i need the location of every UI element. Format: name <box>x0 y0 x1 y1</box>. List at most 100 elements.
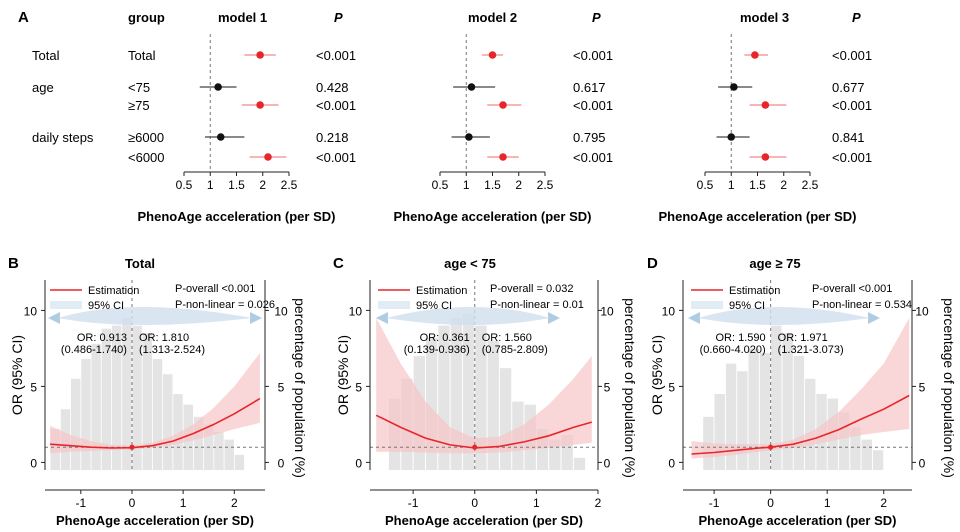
forest-title: model 3 <box>740 10 789 25</box>
histogram-bar <box>861 439 872 470</box>
row-subgroup-label: <6000 <box>128 150 165 165</box>
forest-plot-model-2: model 2 P 0.5 1 1.5 2 2.5 PhenoAge acceleration… <box>394 10 614 224</box>
x-tick-label: 2 <box>880 496 887 510</box>
forest-plot-model-3: model 3 P 0.5 1 1.5 2 2.5 PhenoAge acceleration… <box>659 10 873 224</box>
histogram-bar <box>737 371 748 470</box>
histogram-bar <box>872 450 884 470</box>
p-value: <0.001 <box>573 48 613 63</box>
or-left-label: OR: 0.913 <box>77 332 127 344</box>
point-estimate <box>488 51 497 59</box>
x-axis-label: PhenoAge acceleration (per SD) <box>394 209 592 224</box>
p-value: 0.841 <box>832 130 865 145</box>
p-value: <0.001 <box>316 48 356 63</box>
point-estimate <box>467 83 476 91</box>
panel-title: age ≥ 75 <box>749 256 800 271</box>
histogram-bar <box>132 325 142 470</box>
histogram-bar <box>499 368 512 470</box>
reference-point <box>768 444 774 450</box>
histogram-bar <box>475 325 487 470</box>
point-estimate <box>761 153 770 161</box>
histogram-bar <box>487 340 499 470</box>
x-tick-label: 1 <box>463 178 470 192</box>
histogram-bar <box>101 328 112 470</box>
histogram-bar <box>536 428 549 470</box>
arrow-right-head <box>548 312 560 324</box>
histogram-bar <box>234 454 245 470</box>
x-tick-label: -1 <box>408 496 419 510</box>
y2-tick-label: 5 <box>604 380 611 394</box>
histogram-bar <box>70 378 81 470</box>
point-estimate <box>727 133 736 141</box>
x-tick-label: 2.5 <box>802 178 819 192</box>
p-value: <0.001 <box>316 150 356 165</box>
x-tick-label: 1 <box>824 496 831 510</box>
y-tick-label: 10 <box>24 304 38 318</box>
p-nonlinear-label: P-non-linear = 0.534 <box>812 299 912 311</box>
x-tick-label: 1 <box>533 496 540 510</box>
panel-a-row-labels: Total Total age <75 ≥75 daily steps ≥6000 <6000 <box>32 48 165 165</box>
x-tick-label: 2 <box>231 496 238 510</box>
p-value: 0.428 <box>316 80 349 95</box>
y-axis-label-right: percentage of population (%) <box>292 298 308 478</box>
x-tick-label: 0 <box>767 496 774 510</box>
histogram-bar <box>573 457 586 470</box>
row-subgroup-label: Total <box>128 48 156 63</box>
histogram-bar <box>782 333 793 470</box>
row-group-label: age <box>32 80 54 95</box>
panel-title: Total <box>125 256 155 271</box>
p-overall-label: P-overall = 0.032 <box>490 283 573 295</box>
ci-band <box>691 318 910 459</box>
p-header: P <box>592 10 601 25</box>
histogram-bar <box>714 394 725 470</box>
estimation-curve <box>50 397 261 449</box>
row-group-label: Total <box>32 48 60 63</box>
point-estimate <box>730 83 738 91</box>
histogram-bar <box>561 435 573 470</box>
x-tick-label: 2 <box>595 496 602 510</box>
y2-tick-label: 10 <box>274 304 288 318</box>
panel-letter: C <box>333 255 344 272</box>
point-estimate <box>256 101 264 109</box>
histogram-bar <box>111 325 122 470</box>
arrow-body <box>386 307 550 325</box>
ci-right-label: (1.313-2.524) <box>139 344 205 356</box>
x-tick-label: 2 <box>515 178 522 192</box>
point-estimate <box>751 51 759 59</box>
p-value: <0.001 <box>832 150 872 165</box>
x-tick-label: 1 <box>180 496 187 510</box>
ci-right-label: (0.785-2.809) <box>482 344 548 356</box>
legend-ci-label: 95% CI <box>416 300 452 312</box>
histogram-bar <box>805 378 816 470</box>
histogram-bar <box>771 325 782 470</box>
ci-left-label: (0.486-1.740) <box>61 344 127 356</box>
panel-letter-a: A <box>18 9 29 26</box>
ci-left-label: (0.660-4.020) <box>700 344 766 356</box>
p-overall-label: P-overall <0.001 <box>812 283 892 295</box>
arrow-left-head <box>376 312 388 324</box>
ci-left-label: (0.139-0.936) <box>404 344 470 356</box>
panel-title: age < 75 <box>444 256 496 271</box>
x-tick-label: 0 <box>471 496 478 510</box>
x-tick-label: 2.5 <box>537 178 554 192</box>
panel-letter: B <box>8 255 19 272</box>
row-subgroup-label: ≥6000 <box>128 130 164 145</box>
y-axis-label-left: OR (95% CI) <box>9 335 25 415</box>
arrow-body <box>698 307 870 325</box>
x-tick-label: 0.5 <box>697 178 714 192</box>
p-header: P <box>852 10 861 25</box>
point-estimate <box>264 153 272 161</box>
histogram-bar <box>122 318 132 470</box>
arrow-left-head <box>48 312 60 324</box>
histogram-bar <box>450 318 462 470</box>
row-subgroup-label: ≥75 <box>128 98 150 113</box>
p-value: 0.617 <box>573 80 606 95</box>
or-right-label: OR: 1.971 <box>778 332 828 344</box>
histogram-bar <box>224 439 234 470</box>
histogram-bar <box>438 325 450 470</box>
y2-tick-label: 10 <box>600 304 614 318</box>
legend-estimation-label: Estimation <box>88 285 139 297</box>
y2-tick-label: 0 <box>604 456 611 470</box>
x-tick-label: 0.5 <box>176 178 193 192</box>
